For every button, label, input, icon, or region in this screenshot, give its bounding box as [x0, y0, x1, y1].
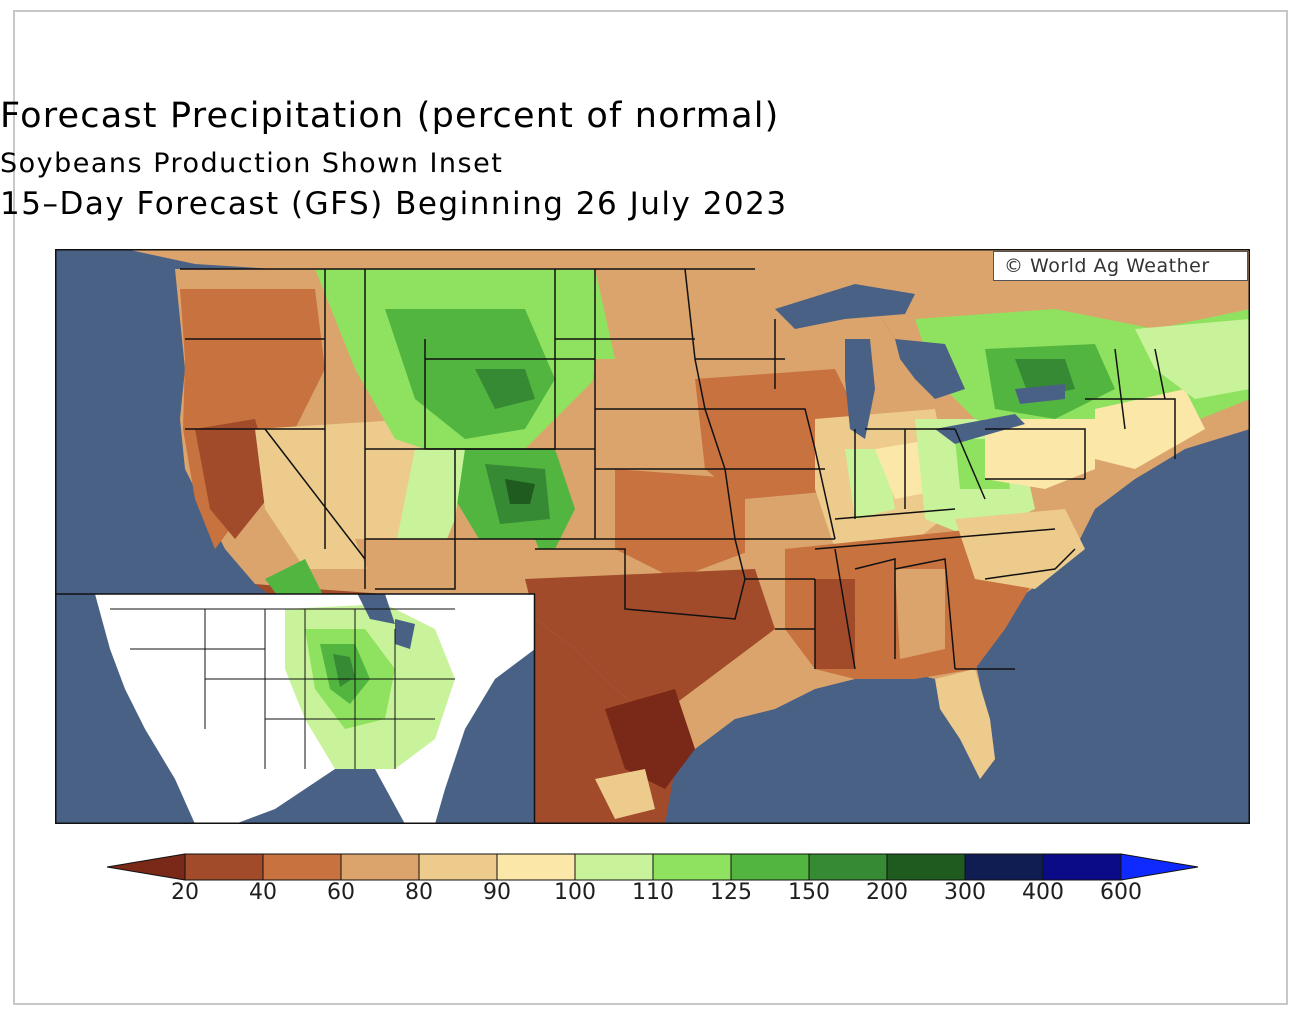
map-forecast-period: 15–Day Forecast (GFS) Beginning 26 July … [0, 186, 788, 222]
legend-tick-label: 125 [710, 880, 752, 905]
legend-tick-label: 100 [554, 880, 596, 905]
legend-tick-label: 20 [171, 880, 199, 905]
legend-bin-90-100 [496, 853, 576, 881]
legend-tick-label: 80 [405, 880, 433, 905]
lake-huron [895, 339, 965, 399]
map-subtitle: Soybeans Production Shown Inset [0, 148, 504, 179]
legend-tick-label: 200 [866, 880, 908, 905]
precipitation-map [55, 249, 1250, 824]
legend-tick-label: 40 [249, 880, 277, 905]
legend-bin-300-400 [964, 853, 1044, 881]
legend-tick-label: 400 [1022, 880, 1064, 905]
legend-bin-150-200 [808, 853, 888, 881]
legend-tick-label: 600 [1100, 880, 1142, 905]
legend-bin-400-600 [1042, 853, 1122, 881]
legend-tick-label: 150 [788, 880, 830, 905]
legend-bin-200-300 [886, 853, 966, 881]
legend-bin-40-60 [262, 853, 342, 881]
legend-tick-label: 90 [483, 880, 511, 905]
legend-tick-label: 60 [327, 880, 355, 905]
lake-ontario [1015, 384, 1065, 404]
lake-superior [775, 284, 915, 329]
legend-bin-60-80 [340, 853, 420, 881]
legend-tick-label: 110 [632, 880, 674, 905]
map-title: Forecast Precipitation (percent of norma… [0, 96, 780, 136]
legend-bin-110-125 [652, 853, 732, 881]
copyright-label: © World Ag Weather [993, 251, 1248, 281]
legend-bin-20-40 [184, 853, 264, 881]
legend-bin-80-90 [418, 853, 498, 881]
legend-arrow-low [106, 853, 186, 881]
legend-arrow-high [1120, 853, 1199, 881]
legend-tick-label: 300 [944, 880, 986, 905]
color-legend-bar [106, 853, 1199, 881]
legend-bin-125-150 [730, 853, 810, 881]
lake-michigan [845, 339, 875, 439]
legend-bin-100-110 [574, 853, 654, 881]
soybeans-inset [55, 594, 535, 824]
